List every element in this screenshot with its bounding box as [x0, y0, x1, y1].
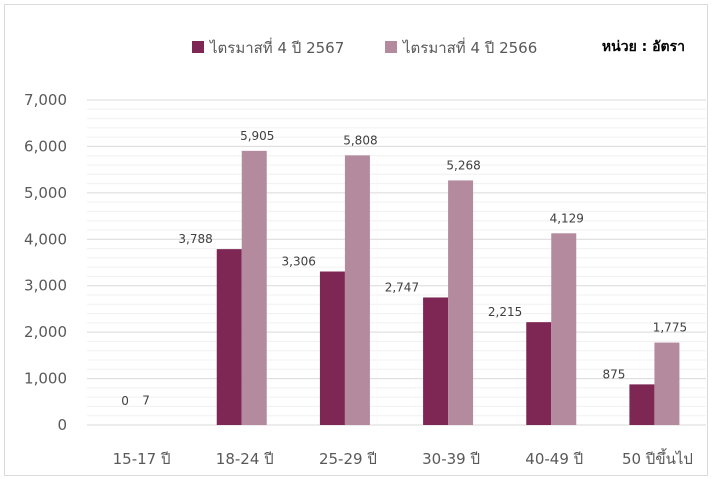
legend-label: ไตรมาสที่ 4 ปี 2567: [209, 37, 344, 57]
x-category-label: 25-29 ปี: [319, 450, 377, 468]
data-label: 2,215: [488, 305, 522, 319]
x-category-label: 40-49 ปี: [525, 450, 583, 468]
data-label: 875: [603, 367, 626, 381]
y-tick-label: 0: [57, 416, 67, 434]
legend-swatch-2567: [192, 41, 204, 53]
y-tick-label: 3,000: [24, 277, 67, 295]
y-tick-label: 2,000: [24, 323, 67, 341]
y-tick-label: 4,000: [24, 230, 67, 248]
data-label: 5,905: [240, 129, 274, 143]
x-category-label: 50 ปีขึ้นไป: [622, 448, 693, 468]
data-label: 5,268: [446, 158, 480, 172]
data-label: 4,129: [550, 211, 584, 225]
y-tick-label: 6,000: [24, 137, 67, 155]
y-tick-label: 5,000: [24, 184, 67, 202]
data-label: 0: [121, 394, 129, 408]
data-label: 3,788: [178, 232, 212, 246]
bar-2566: [654, 342, 680, 425]
legend-label: ไตรมาสที่ 4 ปี 2566: [402, 37, 537, 57]
data-label: 7: [142, 394, 150, 408]
bar-2567: [216, 249, 242, 425]
bar-2566: [241, 150, 267, 425]
x-category-label: 18-24 ปี: [216, 450, 274, 468]
x-category-label: 30-39 ปี: [422, 450, 480, 468]
bar-2567: [319, 271, 345, 425]
data-label: 3,306: [282, 255, 316, 269]
bar-2566: [551, 233, 577, 425]
data-label: 5,808: [343, 133, 377, 147]
bar-2566: [344, 155, 370, 426]
legend-swatch-2566: [385, 41, 397, 53]
bar-2567: [423, 297, 449, 425]
chart-frame: 0 1,000 2,000 3,000 4,000 5,000 6,000 7,000 0 7 15…: [4, 4, 708, 476]
y-tick-label: 7,000: [24, 91, 67, 109]
bar-2567: [526, 322, 552, 425]
y-tick-label: 1,000: [24, 370, 67, 388]
data-label: 1,775: [653, 321, 687, 335]
unit-label: หน่วย : อัตรา: [602, 39, 685, 55]
x-category-label: 15-17 ปี: [113, 450, 171, 468]
bar-2567: [629, 384, 655, 425]
bar-2566: [448, 180, 474, 425]
data-label: 2,747: [385, 280, 419, 294]
